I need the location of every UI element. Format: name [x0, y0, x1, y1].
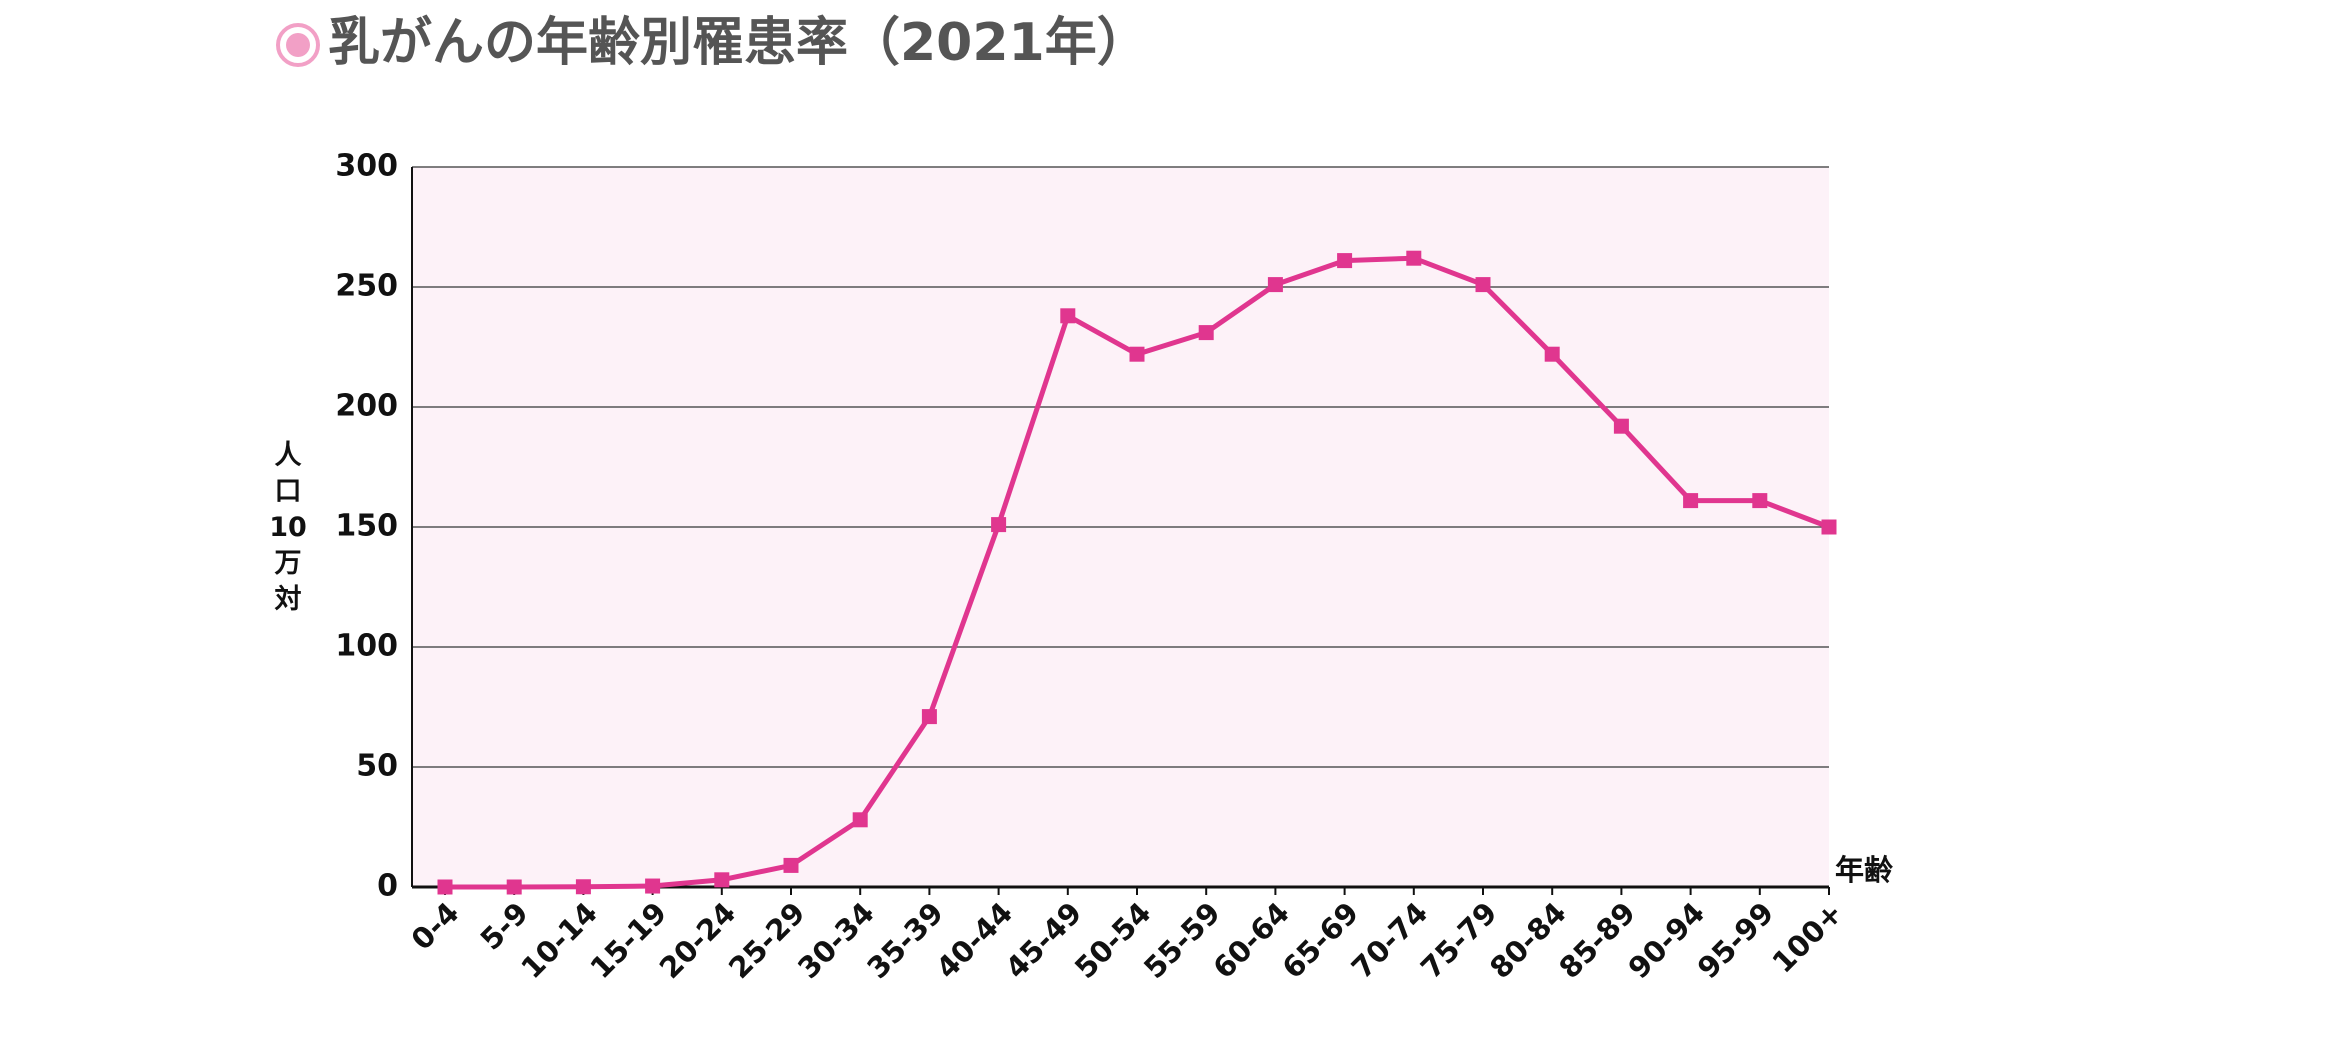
x-tick-label: 5-9	[474, 896, 535, 957]
x-tick-label: 15-19	[584, 896, 674, 986]
point	[1267, 277, 1283, 293]
point	[991, 517, 1007, 533]
y-tick-label: 150	[335, 509, 398, 544]
point	[714, 872, 730, 888]
x-tick-label: 55-59	[1137, 896, 1227, 986]
point	[1544, 346, 1560, 362]
point	[1683, 493, 1699, 509]
point	[1613, 418, 1629, 434]
x-tick-label: 40-44	[930, 896, 1020, 986]
x-tick-label: 70-74	[1345, 896, 1435, 986]
point	[1406, 250, 1422, 266]
y-tick-label: 250	[335, 269, 398, 304]
x-tick-label: 25-29	[722, 896, 812, 986]
x-tick-label: 65-69	[1276, 896, 1366, 986]
x-tick-label: 50-54	[1068, 896, 1158, 986]
x-tick-label: 85-89	[1552, 896, 1642, 986]
point	[921, 709, 937, 725]
x-axis-label: 年齢	[1835, 853, 1894, 887]
x-tick-label: 90-94	[1622, 896, 1712, 986]
point	[645, 878, 661, 894]
x-tick-label: 20-24	[653, 896, 743, 986]
point	[575, 879, 591, 895]
x-tick-label: 60-64	[1206, 896, 1296, 986]
y-tick-label: 200	[335, 389, 398, 424]
y-tick-label: 300	[335, 149, 398, 184]
x-tick-label: 80-84	[1483, 896, 1573, 986]
point	[1060, 308, 1076, 324]
point	[1821, 519, 1837, 535]
x-tick-label: 95-99	[1691, 896, 1781, 986]
x-tick-label: 0-4	[405, 896, 466, 957]
chart-title: 乳がんの年齢別罹患率（2021年）	[328, 13, 1149, 73]
x-tick-label: 100+	[1766, 896, 1850, 980]
title-icon-dot	[286, 33, 310, 57]
point	[437, 879, 453, 895]
y-tick-label: 50	[356, 749, 398, 784]
point	[852, 812, 868, 828]
point	[1129, 346, 1145, 362]
x-tick-label: 10-14	[514, 896, 604, 986]
point	[1752, 493, 1768, 509]
y-tick-label: 0	[377, 869, 398, 904]
x-tick-label: 30-34	[791, 896, 881, 986]
point	[506, 879, 522, 895]
x-tick-label: 75-79	[1414, 896, 1504, 986]
point	[1337, 253, 1353, 269]
x-tick-label: 35-39	[860, 896, 950, 986]
point	[1475, 277, 1491, 293]
y-tick-label: 100	[335, 629, 398, 664]
x-tick-label: 45-49	[999, 896, 1089, 986]
y-axis-label: 人口10万対	[269, 440, 307, 615]
point	[1198, 325, 1214, 341]
point	[783, 857, 799, 873]
